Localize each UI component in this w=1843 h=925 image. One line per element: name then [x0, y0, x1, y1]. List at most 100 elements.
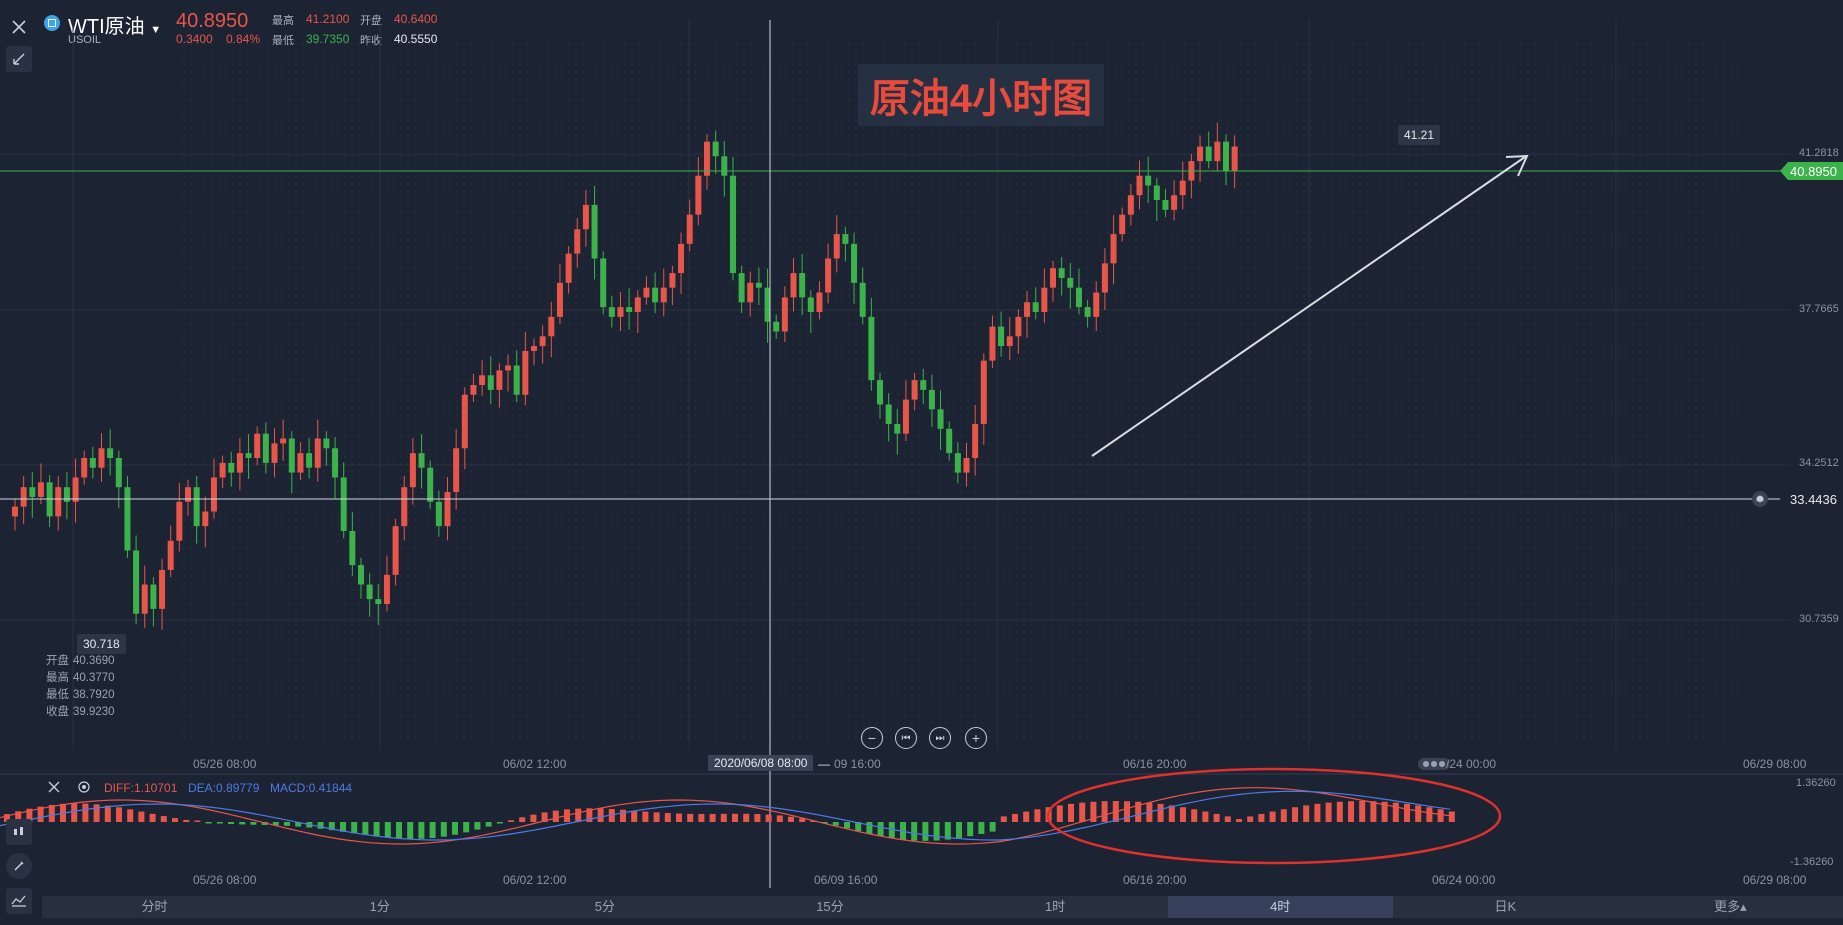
candle-body: [963, 458, 970, 473]
candle-body: [453, 448, 460, 493]
ohlc-open: 开盘 40.3690: [46, 655, 115, 667]
candle-body: [297, 453, 304, 473]
candle-body: [37, 482, 44, 497]
symbol-name[interactable]: WTI原油 ▼: [68, 16, 162, 38]
candle-body: [115, 458, 122, 488]
candle-body: [825, 258, 832, 293]
candle-body: [288, 438, 295, 473]
candle-body: [167, 540, 174, 570]
settings-icon[interactable]: [77, 780, 91, 799]
candle-body: [790, 273, 797, 298]
candle-body: [851, 243, 858, 283]
candle-body: [747, 282, 754, 303]
macd-histogram-bar: [317, 822, 324, 829]
macd-histogram-bar: [989, 822, 996, 832]
macd-histogram-bar: [530, 814, 537, 822]
candle-body: [1041, 287, 1048, 312]
zoom-in-icon[interactable]: +: [965, 727, 987, 749]
candle-body: [314, 438, 321, 468]
pencil-icon[interactable]: [6, 853, 32, 879]
candle-body: [868, 316, 875, 381]
tab-timeframe-4h[interactable]: 4时: [1167, 896, 1393, 918]
skip-back-icon[interactable]: ⏮: [895, 727, 917, 749]
macd-histogram-bar: [384, 822, 391, 838]
tab-timeframe-15m[interactable]: 15分: [816, 899, 844, 914]
skip-forward-icon[interactable]: ⏭: [929, 727, 951, 749]
candle-body: [902, 399, 909, 434]
macd-histogram-bar: [362, 822, 369, 836]
macd-histogram-bar: [1202, 811, 1209, 822]
chevron-down-icon[interactable]: ▼: [150, 24, 162, 36]
trend-line-arrow: [1091, 156, 1526, 457]
candle-body: [1101, 263, 1108, 293]
zoom-out-icon[interactable]: −: [861, 727, 883, 749]
tab-timeframe-1m[interactable]: 1分: [369, 899, 390, 914]
close-indicator-icon[interactable]: [47, 780, 61, 799]
macd-histogram-bar: [1392, 802, 1399, 822]
candle-body: [210, 477, 217, 512]
macd-histogram-bar: [1224, 816, 1231, 822]
macd-histogram-bar: [116, 807, 122, 822]
candle-body: [1171, 195, 1178, 210]
candle-body: [280, 438, 287, 444]
macd-histogram-bar: [1213, 813, 1220, 822]
candle-body: [1223, 141, 1229, 171]
candle-body: [496, 370, 503, 390]
macd-histogram-bar: [1269, 811, 1276, 822]
candle-body: [1067, 277, 1074, 288]
macd-histogram-bar: [71, 803, 78, 822]
macd-histogram-bar: [1180, 807, 1186, 822]
candle-body: [193, 487, 200, 527]
current-price-tag: 40.8950: [1780, 162, 1843, 180]
ohlc-high: 最高 40.3770: [46, 672, 115, 684]
tab-timeframe-1h[interactable]: 1时: [1044, 899, 1066, 914]
macd-histogram-bar: [440, 822, 447, 837]
candle-body: [479, 375, 486, 385]
candle-body: [764, 287, 771, 322]
symbol-code: USOIL: [68, 34, 102, 46]
candle-body: [81, 458, 88, 478]
candle-body: [444, 492, 451, 527]
candle-style-icon[interactable]: [6, 819, 32, 845]
tab-timeframe-more[interactable]: 更多▴: [1714, 899, 1747, 914]
macd-histogram-bar: [1135, 801, 1142, 822]
candle-body: [55, 487, 62, 517]
macd-histogram-bar: [396, 822, 402, 839]
macd-histogram-bar: [597, 808, 604, 822]
candle-body: [1058, 268, 1065, 278]
price-axis-label: 30.7359: [1799, 613, 1839, 625]
candle-body: [107, 448, 114, 458]
indicator-icon[interactable]: [6, 888, 32, 914]
candle-body: [937, 409, 944, 429]
macd-histogram-bar: [1012, 813, 1018, 822]
tab-timeframe-tick[interactable]: 分时: [141, 899, 168, 914]
macd-histogram-bar: [452, 822, 458, 835]
macd-histogram-bar: [855, 822, 862, 832]
tab-timeframe-1d[interactable]: 日K: [1494, 899, 1517, 914]
x-axis-label: /24 00:00: [1446, 757, 1497, 771]
macd-histogram-bar: [1056, 805, 1063, 822]
x-axis-label: 06/16 20:00: [1123, 757, 1187, 771]
candle-body: [842, 234, 849, 244]
macd-x-axis-label: 06/24 00:00: [1432, 873, 1496, 887]
macd-histogram-bar: [127, 809, 134, 822]
macd-histogram-bar: [799, 818, 806, 822]
symbol-icon: [44, 15, 60, 31]
candle-body: [928, 389, 935, 410]
candle-body: [859, 282, 866, 317]
macd-histogram-bar: [956, 822, 962, 839]
macd-x-axis-label: 06/29 08:00: [1743, 873, 1807, 887]
close-chart-icon[interactable]: [6, 14, 32, 40]
macd-histogram-bar: [1325, 802, 1332, 822]
macd-histogram-bar: [138, 811, 145, 822]
macd-histogram-bar: [620, 809, 626, 822]
candle-body: [721, 156, 728, 176]
tab-timeframe-5m[interactable]: 5分: [594, 899, 615, 914]
candle-body: [833, 234, 840, 259]
candle-body: [202, 511, 209, 527]
collapse-icon[interactable]: [6, 46, 32, 72]
macd-histogram-bar: [1168, 805, 1175, 822]
bell-icon[interactable]: [1752, 491, 1768, 507]
crosshair-time-label: 2020/06/08 08:00: [708, 755, 814, 771]
